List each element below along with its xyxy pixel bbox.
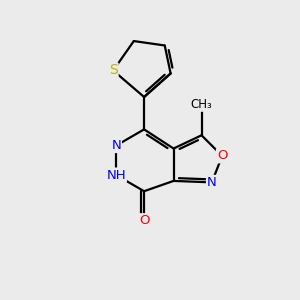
Text: N: N — [207, 176, 217, 189]
Text: CH₃: CH₃ — [191, 98, 212, 111]
Text: N: N — [111, 139, 121, 152]
Text: O: O — [217, 149, 227, 162]
Text: S: S — [109, 64, 118, 77]
Text: O: O — [139, 214, 149, 227]
Text: NH: NH — [106, 169, 126, 182]
